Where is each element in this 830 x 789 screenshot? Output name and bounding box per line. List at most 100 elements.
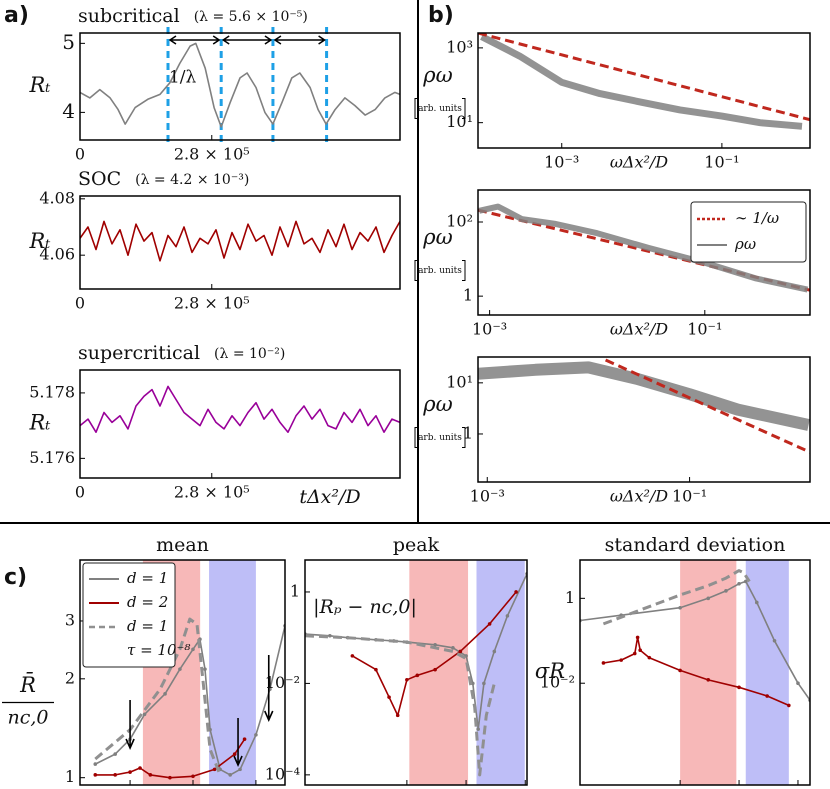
bracket [414,98,466,119]
series-line [95,738,246,779]
span-arrow [273,35,326,45]
point [433,667,437,672]
y-tick-label: 2 [65,668,75,687]
point [113,773,117,777]
panel-subtitle: (λ = 5.6 × 10⁻⁵) [194,9,308,25]
series-line [305,634,496,777]
x-axis-label: ωΔx²/D [610,320,668,339]
point [415,673,420,678]
axes-frame [477,356,811,483]
panel-title: supercritical [78,342,200,364]
point [619,658,623,662]
y-tick-label: 10¹ [446,372,473,391]
y-axis-label: Rₜ [29,229,51,253]
y-tick-label: 10³ [446,37,473,56]
point [142,712,147,717]
y-axis-label: ρω [422,225,452,249]
point [706,678,711,682]
axes-frame [79,32,401,141]
series-line [478,203,809,293]
point [706,596,711,601]
annotation: 1/λ [169,68,197,88]
y-tick-label: 4.08 [39,188,75,207]
point [772,638,777,643]
series-line [478,361,810,431]
span-arrow [168,35,221,45]
series-line [604,358,810,454]
point [482,681,486,686]
y-axis-label: nc,0 [7,707,48,729]
y-tick-label: 5 [62,30,75,54]
panel-subtitle: (λ = 4.2 × 10⁻³) [135,172,249,188]
arrow [125,700,135,750]
point [433,642,437,647]
series-line [94,625,285,776]
panel-title: peak [393,534,440,556]
span-arrow [221,35,273,45]
point [350,654,355,658]
series-line [80,385,400,434]
y-tick-label: 4.06 [39,245,75,264]
x-tick-label: 0 [75,483,85,502]
y-tick-label: 10⁻² [265,673,300,692]
series-line [480,33,803,130]
x-axis-label: ωΔx²/D [610,153,668,172]
y-tick-label: 10⁻⁴ [265,764,300,783]
x-axis-label: tΔx²/D [299,486,360,508]
x-tick-label: 10⁻³ [472,320,507,339]
legend-label: d = 1 [127,569,168,587]
point [203,667,207,671]
arrow [264,655,274,722]
band [409,560,469,785]
legend-label: ∼ 1/ω [735,209,779,227]
y-tick-label: 1 [463,286,473,305]
point [254,733,258,737]
panel-title: mean [156,534,209,556]
point [505,614,510,618]
bracket [414,260,466,281]
legend-note: τ = 10⁻⁸ [127,641,190,659]
y-axis-label: σR [535,659,565,683]
axes-frame [579,559,811,786]
annotation: |Rₚ − nc,0| [313,596,417,618]
point [476,727,480,731]
axes-frame [304,559,528,786]
legend-box [82,562,176,668]
panel-title: standard deviation [605,534,786,556]
point [514,590,518,594]
y-tick-label: 3 [65,610,75,629]
x-tick-label: 10⁻¹ [672,487,707,506]
axes-frame [79,369,401,479]
series-line [94,617,222,776]
y-tick-label: 10¹ [446,112,473,131]
axes-frame [79,195,401,290]
band [745,560,789,785]
x-tick-label: 10⁻³ [470,487,505,506]
y-axis-note: arb. units [418,433,462,443]
point [678,605,682,610]
point [212,767,217,772]
legend-label: d = 2 [127,593,168,611]
point [191,774,195,779]
y-axis-label: ρω [422,392,452,416]
arrow [233,718,243,767]
series-line [80,42,400,128]
y-tick-label: 5.178 [29,382,75,401]
point [395,713,400,718]
point [405,677,409,682]
point [128,770,132,774]
x-tick-label: 0 [75,145,85,164]
x-tick-label: 0 [75,294,85,313]
y-axis-label: Rₜ [29,411,51,435]
point [765,694,769,698]
x-tick-label: 2.8 × 10⁵ [174,294,250,313]
y-axis-label: R̄ [19,672,36,697]
legend-label: d = 1 [127,617,168,635]
y-tick-label: 1 [290,581,300,600]
panel-subtitle: (λ = 10⁻²) [214,346,285,362]
y-axis-label: ρω [422,63,452,87]
y-tick-label: 4 [62,99,75,123]
point [148,773,153,777]
x-tick-label: 10⁻¹ [704,153,739,172]
